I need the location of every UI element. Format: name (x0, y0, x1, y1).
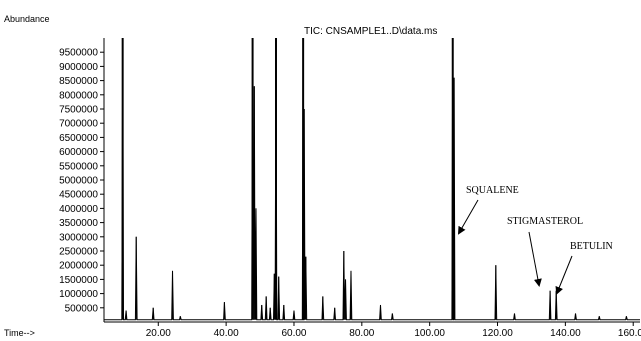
y-ticks: 500000 1000000 1500000 2000000 2500000 300000… (59, 48, 104, 314)
x-tick-label: 40.00 (214, 328, 239, 339)
x-tick-label: 60.00 (281, 328, 306, 339)
x-tick-label: 120.00 (482, 328, 513, 339)
y-tick-label: 4000000 (59, 204, 98, 215)
x-tick-label: 140.00 (550, 328, 581, 339)
annotation-arrow (458, 199, 479, 235)
chart-title: TIC: CNSAMPLE1..D\data.ms (304, 26, 437, 37)
x-tick-label: 80.00 (349, 328, 374, 339)
y-tick-label: 1000000 (59, 289, 98, 300)
y-tick-label: 8500000 (59, 76, 98, 87)
tic-trace (104, 37, 640, 321)
y-tick-label: 2500000 (59, 247, 98, 258)
x-tick-label: 20.00 (146, 328, 171, 339)
y-tick-label: 1500000 (59, 275, 98, 286)
y-tick-label: 3500000 (59, 218, 98, 229)
x-tick-label: 160.00 (618, 328, 641, 339)
y-tick-label: 9000000 (59, 62, 98, 73)
y-tick-label: 3000000 (59, 232, 98, 243)
y-tick-label: 5000000 (59, 176, 98, 187)
y-tick-label: 7500000 (59, 105, 98, 116)
y-axis-title: Abundance (4, 14, 50, 24)
y-tick-label: 4500000 (59, 190, 98, 201)
axes (103, 38, 640, 323)
compound-annotations: SQUALENE STIGMASTEROL BETULIN (458, 185, 613, 295)
x-axis-title: Time--> (4, 328, 35, 338)
y-tick-label: 6500000 (59, 133, 98, 144)
y-tick-label: 2000000 (59, 261, 98, 272)
y-tick-label: 6000000 (59, 147, 98, 158)
annotation-arrow (528, 231, 542, 287)
annotation-arrow (555, 255, 573, 295)
y-tick-label: 8000000 (59, 90, 98, 101)
chromatogram-trace (104, 37, 640, 321)
annotation-label: STIGMASTEROL (507, 216, 583, 227)
x-tick-label: 100.00 (414, 328, 445, 339)
annotation-label: BETULIN (570, 241, 613, 252)
x-ticks: 20.00 40.00 60.00 80.00 100.00 120.00 140.00 16… (146, 322, 641, 339)
y-tick-label: 9500000 (59, 48, 98, 59)
y-tick-label: 7000000 (59, 119, 98, 130)
annotation-label: SQUALENE (466, 185, 519, 196)
y-tick-label: 500000 (65, 303, 99, 314)
y-tick-label: 5500000 (59, 161, 98, 172)
